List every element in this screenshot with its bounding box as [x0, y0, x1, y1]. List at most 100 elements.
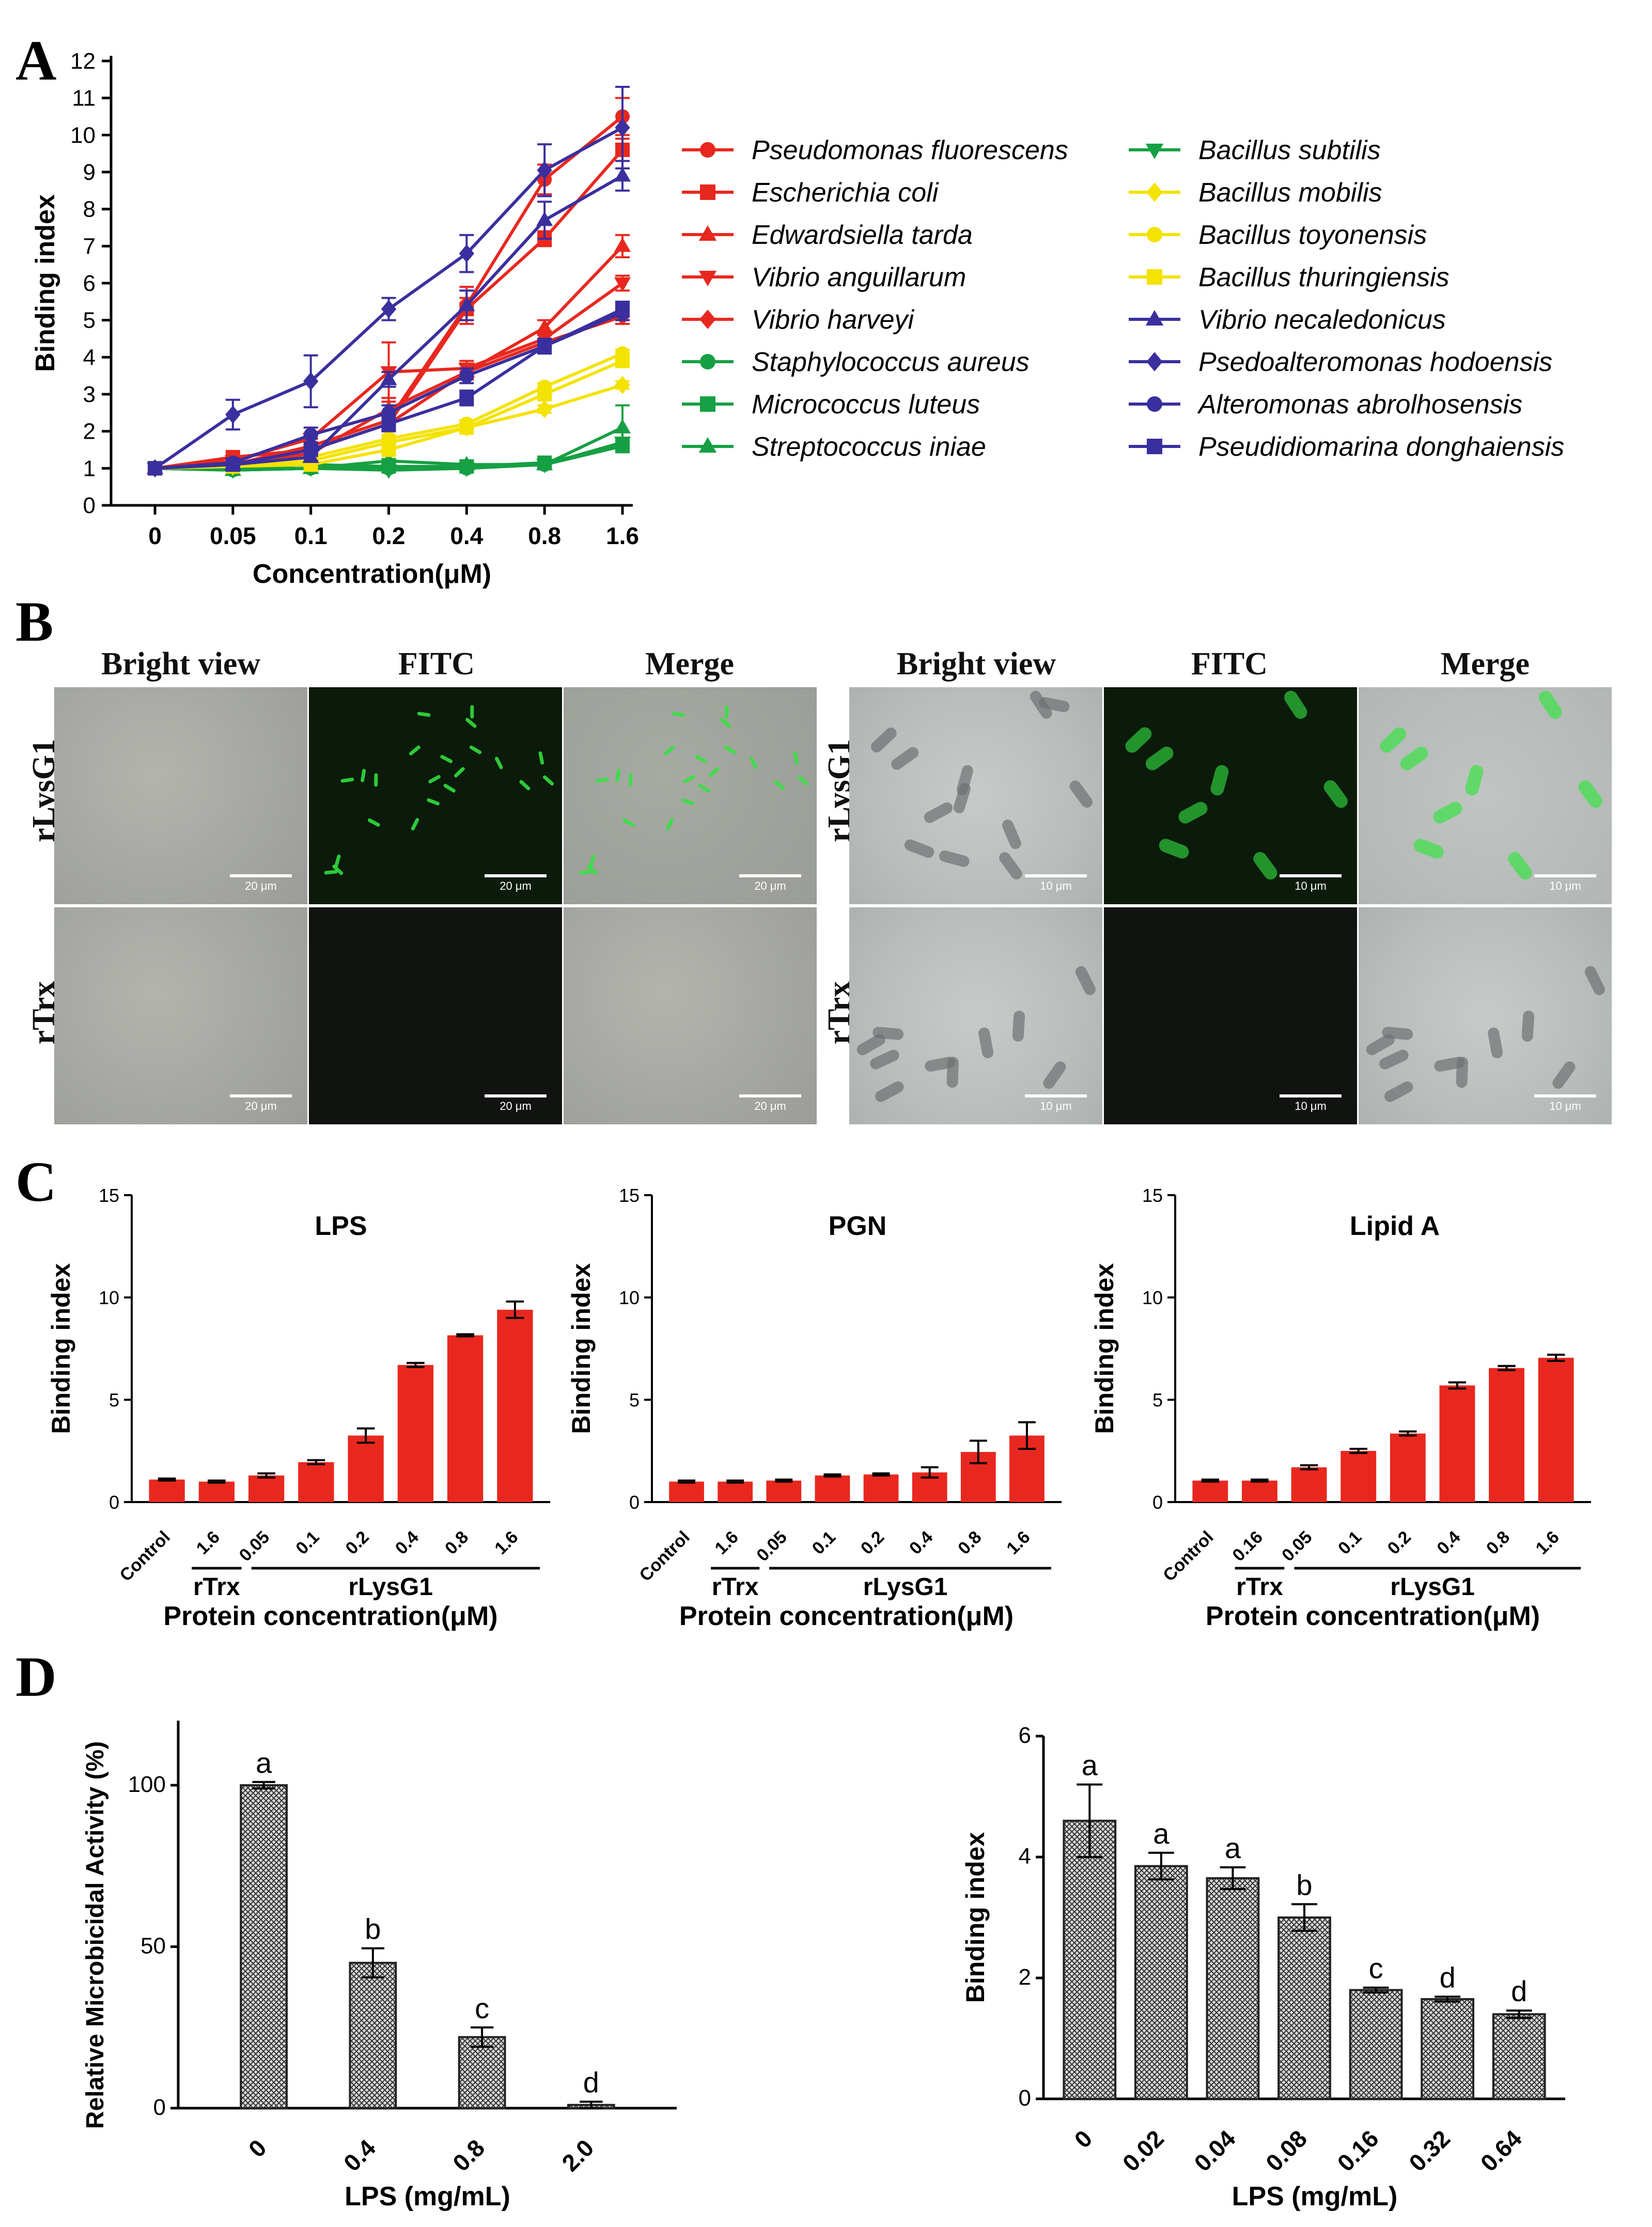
data-point: [536, 458, 553, 473]
scale-bar: 10 μm: [1025, 874, 1087, 893]
y-axis-title: Relative Microbicidal Activity (%): [82, 1741, 109, 2129]
cell: [774, 780, 785, 791]
micrograph-group-right: Bright view FITC Merge rLysG1 rTrx 10 μm…: [822, 636, 1652, 1152]
legend-item: Bacillus subtilis: [1129, 135, 1381, 165]
x-tick-label: 0.05: [1278, 1527, 1316, 1566]
x-tick-label: 0.4: [392, 1527, 423, 1558]
x-tick-label: 2.0: [556, 2134, 599, 2176]
micrograph-group-left: Bright view FITC Merge rLysG1 rTrx 20 μm…: [0, 636, 827, 1152]
x-tick-label: Control: [1159, 1527, 1217, 1585]
x-tick-label: 0.04: [1189, 2125, 1240, 2176]
bar-chart-C-PGN: 0 5 10 15 Control 1.6 0.05 0.1 0.2 0.4 0.8 1.6: [619, 1185, 1062, 1585]
micrograph-rtrx-merge: 10 μm: [1359, 907, 1612, 1124]
bar: [669, 1481, 704, 1502]
bar: [960, 1451, 996, 1502]
cell: [361, 769, 366, 782]
cell: [1433, 801, 1462, 824]
bar: [1349, 1989, 1403, 2100]
significance-letter: d: [1511, 1975, 1527, 2007]
bar-chart-D-left: 0 50 100 a 0 b 0.4 c 0.8 d 2.0: [128, 1721, 677, 2176]
cell: [1210, 765, 1229, 796]
bar: [240, 1784, 288, 2109]
y-axis-title: Binding index: [567, 1263, 596, 1434]
y-tick-label: 10: [619, 1287, 640, 1308]
data-point: [380, 464, 397, 479]
legend-marker: [1145, 310, 1164, 326]
bar: [766, 1480, 802, 1502]
y-tick-label: 0: [1152, 1492, 1163, 1513]
cell: [1043, 1061, 1066, 1089]
scale-bar: 10 μm: [1280, 874, 1342, 893]
cell: [695, 755, 708, 763]
panel-label-a: A: [15, 29, 57, 92]
cell: [1284, 690, 1307, 719]
header-bright-view: Bright view: [896, 646, 1056, 682]
x-tick-label: 0.4: [338, 2134, 381, 2176]
x-tick-label: 0.08: [1260, 2125, 1312, 2176]
bar: [912, 1472, 947, 1502]
y-tick-label: 50: [141, 1934, 166, 1959]
legend-item: Escherichia coli: [682, 178, 939, 208]
bar-chart-C-LPS: 0 5 10 15 Control 1.6 0.05 0.1 0.2 0.4 0.8 1.6: [99, 1185, 550, 1585]
data-point: [614, 237, 631, 252]
x-tick-label: 0.1: [294, 522, 328, 549]
data-point: [380, 370, 397, 385]
cell: [978, 1027, 994, 1059]
micrograph-rtrx-fitc: 10 μm: [1104, 907, 1357, 1124]
fluorescent-cells: [579, 705, 809, 875]
data-point: [614, 419, 631, 434]
bacteria-cells: [871, 691, 1093, 879]
legend-label: Bacillus mobilis: [1198, 178, 1382, 208]
y-tick-label: 4: [1019, 1844, 1031, 1869]
legend-item: Edwardsiella tarda: [682, 220, 973, 250]
x-tick-label: 0.05: [210, 522, 256, 549]
header-merge: Merge: [1440, 646, 1530, 682]
x-tick-label: 0.2: [372, 522, 406, 549]
y-tick-label: 5: [83, 308, 96, 333]
y-tick-label: 0: [109, 1492, 119, 1513]
x-tick-label: Control: [635, 1527, 693, 1585]
bar: [1492, 2013, 1546, 2100]
significance-letter: d: [1440, 1961, 1456, 1993]
cell: [417, 712, 431, 717]
cell: [939, 850, 970, 867]
y-tick-label: 5: [1152, 1389, 1163, 1411]
cell: [579, 870, 593, 875]
significance-letter: a: [256, 1746, 272, 1779]
series-13: [147, 86, 630, 477]
micrograph-rlysg1-merge: 10 μm: [1359, 687, 1612, 904]
y-tick-label: 0: [153, 2095, 166, 2120]
header-fitc: FITC: [1191, 646, 1268, 682]
cell: [1039, 697, 1070, 713]
bar: [1242, 1480, 1277, 1502]
cell: [1578, 780, 1602, 808]
x-tick-label: 1.6: [1532, 1527, 1563, 1558]
bar-chart-C-LipidA: 0 5 10 15 Control 0.16 0.05 0.1 0.2 0.4 0.8 1.6: [1142, 1185, 1591, 1585]
x-tick-label: 0.02: [1117, 2125, 1169, 2176]
header-fitc: FITC: [398, 646, 475, 682]
legend-label: Bacillus toyonensis: [1198, 220, 1427, 250]
cell: [724, 745, 737, 754]
y-tick-label: 10: [1142, 1287, 1163, 1308]
significance-letter: a: [1082, 1749, 1098, 1782]
cell: [332, 864, 344, 875]
legend-label: Pseudomonas fluorescens: [752, 135, 1068, 165]
cell: [1384, 1081, 1413, 1102]
cell: [1488, 1027, 1503, 1059]
x-axis-title: Protein concentration(μM): [679, 1601, 1014, 1631]
scale-bar: 10 μm: [1280, 1094, 1342, 1113]
legend-marker: [1146, 352, 1163, 372]
legend-marker: [698, 225, 717, 241]
bar: [298, 1462, 334, 1502]
data-point: [380, 452, 397, 467]
data-point: [459, 420, 474, 435]
data-point: [303, 442, 318, 457]
header-merge: Merge: [645, 646, 735, 682]
cell: [374, 773, 378, 787]
cell: [470, 705, 474, 719]
legend-label: Bacillus thuringiensis: [1198, 262, 1450, 292]
x-tick-label: 0.8: [528, 522, 561, 549]
micrograph-rlysg1-merge: 20 μm: [564, 687, 817, 904]
cell: [1178, 801, 1208, 824]
cell: [440, 755, 453, 763]
